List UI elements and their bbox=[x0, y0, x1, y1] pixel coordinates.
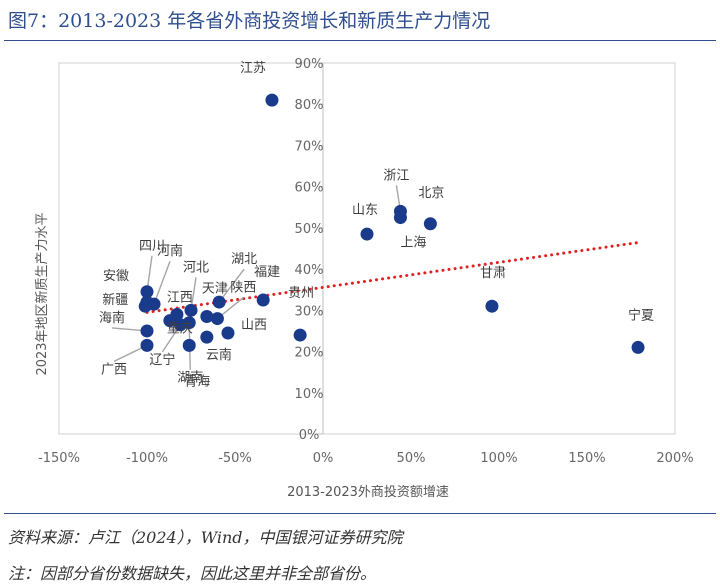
y-tick-label-80: 80% bbox=[295, 98, 324, 113]
point-14 bbox=[184, 303, 198, 317]
point-label-0: 江苏 bbox=[240, 60, 266, 76]
point-label-5: 甘肃 bbox=[480, 266, 506, 281]
point-0 bbox=[265, 93, 279, 107]
scatter-chart: 0% 10% 20% 30% 40% 50% 60% 70% 80% 90% -150% -100% -… bbox=[34, 57, 694, 500]
y-tick-label-70: 70% bbox=[295, 139, 324, 154]
point-label-3: 山东 bbox=[352, 203, 378, 218]
point-label-24: 湖南 bbox=[177, 370, 203, 386]
x-tick-label-100: -100% bbox=[126, 451, 168, 466]
point-3 bbox=[360, 227, 374, 241]
point-10 bbox=[210, 312, 224, 326]
point-label-6: 宁夏 bbox=[628, 307, 654, 323]
title-underline bbox=[4, 40, 716, 41]
point-label-14: 河北 bbox=[183, 260, 209, 275]
trend-line bbox=[145, 240, 642, 314]
point-24 bbox=[182, 316, 196, 330]
y-tick-label-60: 60% bbox=[295, 181, 324, 196]
point-label-20: 重庆 bbox=[167, 321, 193, 337]
point-22 bbox=[140, 338, 154, 352]
footer-rule bbox=[4, 513, 716, 514]
point-label-13: 天津 bbox=[202, 282, 228, 297]
point-21 bbox=[140, 324, 154, 338]
x-axis-label: 2013-2023外商投资额增速 bbox=[287, 484, 449, 500]
x-tick-label-200: 200% bbox=[656, 451, 693, 466]
point-label-7: 贵州 bbox=[288, 286, 314, 301]
point-8 bbox=[256, 293, 270, 307]
point-label-25: 青海 bbox=[184, 374, 210, 389]
x-tick-label-50: -50% bbox=[218, 451, 252, 466]
point-2 bbox=[423, 217, 437, 231]
point-18 bbox=[138, 299, 152, 313]
point-25 bbox=[182, 338, 196, 352]
footnote: 注：因部分省份数据缺失，因此这里并非全部省份。 bbox=[8, 564, 377, 583]
point-11 bbox=[221, 326, 235, 340]
point-label-18: 新疆 bbox=[102, 292, 128, 308]
y-tick-label-10: 10% bbox=[295, 387, 324, 402]
point-label-21: 海南 bbox=[99, 310, 125, 326]
leader-line-9 bbox=[218, 268, 245, 303]
point-label-23: 辽宁 bbox=[149, 352, 175, 368]
point-label-2: 北京 bbox=[418, 186, 444, 201]
point-13 bbox=[200, 310, 214, 324]
x-tick-label-150: -150% bbox=[38, 451, 80, 466]
point-12 bbox=[200, 330, 214, 344]
point-label-10: 陕西 bbox=[230, 281, 256, 296]
plot-area-frame bbox=[58, 62, 676, 435]
point-label-12: 云南 bbox=[206, 347, 232, 363]
y-tick-label-30: 30% bbox=[295, 304, 324, 319]
y-tick-label-50: 50% bbox=[295, 222, 324, 237]
point-label-16: 四川 bbox=[139, 239, 165, 254]
point-label-19: 江西 bbox=[167, 290, 193, 305]
figure-title: 图7：2013-2023 年各省外商投资增长和新质生产力情况 bbox=[8, 10, 491, 32]
x-tick-label-150: 150% bbox=[568, 451, 605, 466]
x-tick-label-50: 50% bbox=[397, 451, 426, 466]
y-tick-label-90: 90% bbox=[295, 57, 324, 72]
point-6 bbox=[631, 340, 645, 354]
point-label-17: 安徽 bbox=[103, 269, 129, 284]
x-tick-label-0: 0% bbox=[313, 451, 334, 466]
point-9 bbox=[212, 295, 226, 309]
point-label-4: 上海 bbox=[400, 236, 426, 251]
y-axis-label: 2023年地区新质生产力水平 bbox=[34, 212, 50, 375]
point-20 bbox=[163, 314, 177, 328]
point-label-8: 福建 bbox=[254, 265, 280, 280]
source-note: 资料来源：卢江（2024），Wind，中国银河证券研究院 bbox=[8, 528, 403, 547]
y-tick-label-40: 40% bbox=[295, 263, 324, 278]
point-label-22: 广西 bbox=[101, 362, 127, 377]
leader-line-15 bbox=[153, 260, 171, 305]
point-4 bbox=[393, 211, 407, 225]
point-7 bbox=[293, 328, 307, 342]
y-tick-label-0: 0% bbox=[299, 428, 320, 443]
point-label-9: 湖北 bbox=[231, 252, 257, 267]
x-tick-label-100: 100% bbox=[480, 451, 517, 466]
point-label-15: 河南 bbox=[157, 243, 183, 259]
y-tick-label-20: 20% bbox=[295, 346, 324, 361]
point-16 bbox=[140, 285, 154, 299]
point-5 bbox=[485, 299, 499, 313]
point-label-11: 山西 bbox=[241, 318, 267, 333]
point-label-1: 浙江 bbox=[383, 168, 409, 183]
